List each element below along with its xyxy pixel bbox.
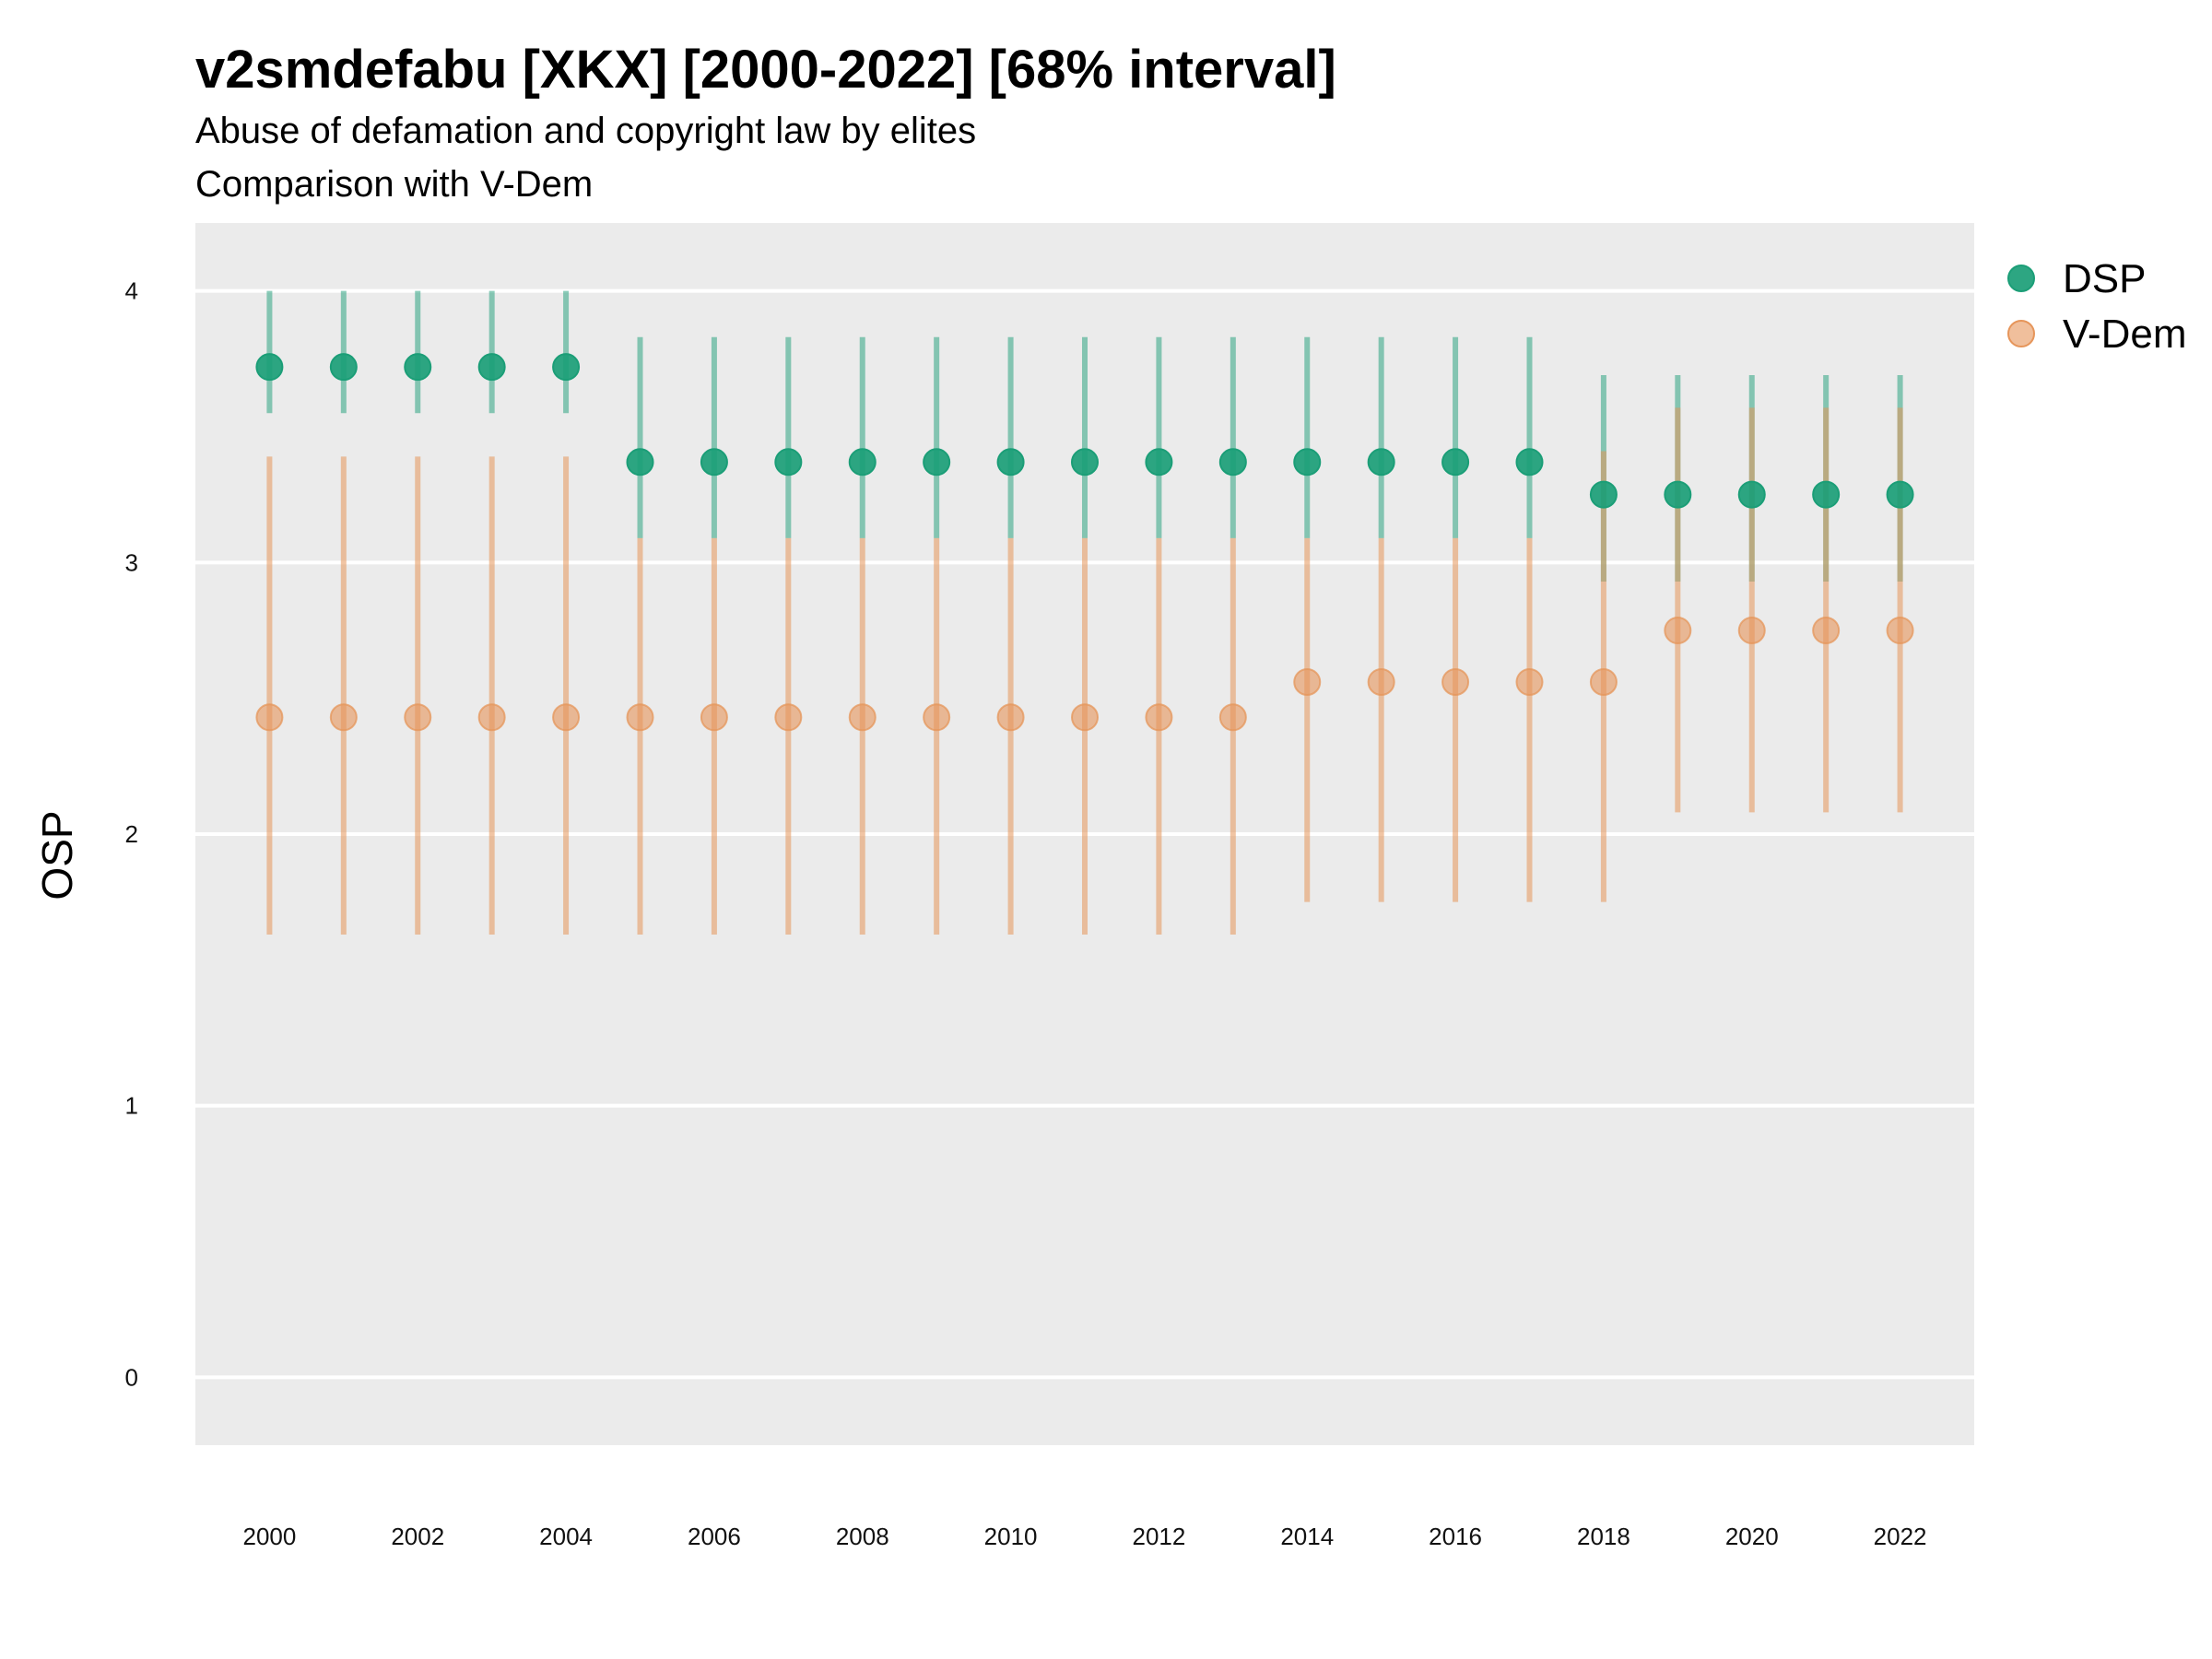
y-tick-label: 1 xyxy=(125,1092,138,1120)
data-point xyxy=(1441,667,1470,696)
x-tick-label: 2022 xyxy=(1874,1523,1927,1550)
data-point xyxy=(700,703,728,732)
x-tick-label: 2004 xyxy=(539,1523,593,1550)
series-v-dem-points xyxy=(255,617,1914,732)
y-axis-label: OSP xyxy=(33,810,81,900)
data-point xyxy=(255,353,284,382)
data-point xyxy=(774,448,803,477)
data-point xyxy=(1367,667,1395,696)
data-point xyxy=(1145,448,1173,477)
series-layer xyxy=(255,290,1914,935)
legend-label: DSP xyxy=(2063,256,2146,301)
data-point xyxy=(1886,480,1914,509)
x-tick-label: 2020 xyxy=(1725,1523,1779,1550)
data-point xyxy=(1441,448,1470,477)
data-point xyxy=(1515,448,1544,477)
data-point xyxy=(477,353,506,382)
data-point xyxy=(1737,480,1766,509)
data-point xyxy=(1589,667,1618,696)
data-point xyxy=(1145,703,1173,732)
legend-swatch xyxy=(2007,265,2035,292)
y-tick-label: 2 xyxy=(125,820,138,848)
data-point xyxy=(404,703,432,732)
data-point xyxy=(255,703,284,732)
data-point xyxy=(1737,617,1766,644)
legend-swatch xyxy=(2007,320,2035,347)
data-point xyxy=(552,353,581,382)
data-point xyxy=(848,703,877,732)
data-point xyxy=(329,353,358,382)
y-ticks: 0 1 2 3 4 xyxy=(125,277,138,1392)
data-point xyxy=(626,448,654,477)
data-point xyxy=(1886,617,1914,644)
data-point xyxy=(996,703,1025,732)
data-point xyxy=(1664,617,1692,644)
x-tick-label: 2018 xyxy=(1577,1523,1630,1550)
series-dsp-points xyxy=(255,353,1914,509)
data-point xyxy=(1515,667,1544,696)
data-point xyxy=(1812,480,1841,509)
data-point xyxy=(1218,448,1247,477)
data-point xyxy=(923,448,951,477)
x-tick-label: 2016 xyxy=(1429,1523,1482,1550)
data-point xyxy=(1293,667,1322,696)
data-point xyxy=(848,448,877,477)
data-point xyxy=(626,703,654,732)
y-tick-label: 4 xyxy=(125,277,138,305)
data-point xyxy=(477,703,506,732)
chart-subtitle: Abuse of defamation and copyright law by… xyxy=(195,111,976,151)
legend: DSP V-Dem xyxy=(2007,256,2186,357)
data-point xyxy=(1293,448,1322,477)
x-tick-label: 2002 xyxy=(391,1523,444,1550)
legend-label: V-Dem xyxy=(2063,312,2186,357)
data-point xyxy=(1218,703,1247,732)
x-tick-label: 2012 xyxy=(1132,1523,1185,1550)
data-point xyxy=(1812,617,1841,644)
data-point xyxy=(404,353,432,382)
data-point xyxy=(996,448,1025,477)
x-tick-label: 2008 xyxy=(836,1523,889,1550)
x-tick-label: 2014 xyxy=(1280,1523,1334,1550)
x-tick-label: 2006 xyxy=(688,1523,741,1550)
x-ticks: 2000 2002 2004 2006 2008 2010 2012 2014 2016 2018… xyxy=(242,1523,1926,1550)
chart-title: v2smdefabu [XKX] [2000-2022] [68% interv… xyxy=(195,40,1336,100)
y-tick-label: 0 xyxy=(125,1363,138,1391)
data-point xyxy=(774,703,803,732)
data-point xyxy=(329,703,358,732)
data-point xyxy=(700,448,728,477)
data-point xyxy=(1367,448,1395,477)
data-point xyxy=(923,703,951,732)
chart-subtitle-2: Comparison with V-Dem xyxy=(195,164,593,205)
data-point xyxy=(1071,448,1099,477)
data-point xyxy=(552,703,581,732)
y-tick-label: 3 xyxy=(125,548,138,576)
data-point xyxy=(1664,480,1692,509)
data-point xyxy=(1071,703,1099,732)
x-tick-label: 2010 xyxy=(984,1523,1038,1550)
x-tick-label: 2000 xyxy=(242,1523,296,1550)
data-point xyxy=(1589,480,1618,509)
